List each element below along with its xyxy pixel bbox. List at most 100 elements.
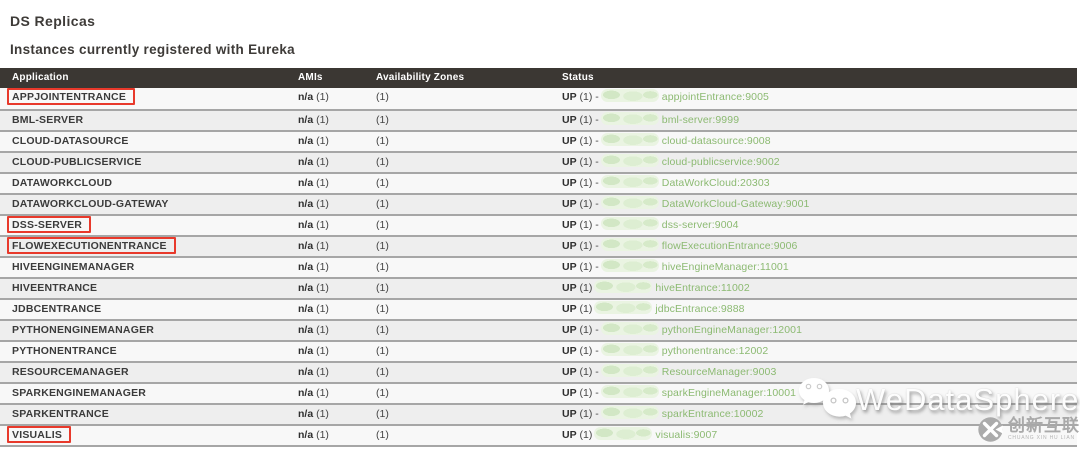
instance-link[interactable]: hiveEntrance:11002: [655, 282, 750, 294]
redacted-hostname: [600, 406, 659, 419]
app-label-wrap: DATAWORKCLOUD: [12, 174, 112, 193]
instance-link[interactable]: visualis:9007: [655, 429, 718, 441]
instance-link[interactable]: bml-server:9999: [661, 114, 740, 126]
application-cell-label: JDBCENTRANCE: [12, 303, 102, 315]
app-label-wrap: SPARKENGINEMANAGER: [12, 384, 146, 403]
status-cell: UP (1) - sparkEngineManager:10001: [554, 384, 1077, 403]
application-cell: PYTHONENTRANCE: [0, 342, 298, 361]
instance-link[interactable]: appjointEntrance:9005: [661, 91, 769, 103]
amis-bold: n/a: [298, 345, 314, 357]
status-cell: UP (1) - pythonentrance:12002: [554, 342, 1077, 361]
status-cell: UP (1) - appjointEntrance:9005: [554, 88, 1077, 109]
column-header-availability-zones: Availability Zones: [376, 72, 465, 83]
application-cell: DATAWORKCLOUD: [0, 174, 298, 193]
table-header-row: Application AMIs Availability Zones Stat…: [0, 68, 1077, 88]
application-cell: SPARKENGINEMANAGER: [0, 384, 298, 403]
redacted-hostname: [600, 385, 659, 398]
table-row: PYTHONENTRANCE n/a (1) (1) UP (1) - pytho…: [0, 340, 1077, 361]
instances-table: Application AMIs Availability Zones Stat…: [0, 68, 1077, 447]
table-row: DSS-SERVER n/a (1) (1) UP (1) - dss-serve…: [0, 214, 1077, 235]
instance-link[interactable]: cloud-publicservice:9002: [661, 156, 780, 168]
application-cell: DSS-SERVER: [0, 216, 298, 235]
application-cell: PYTHONENGINEMANAGER: [0, 321, 298, 340]
redacted-hostname: [594, 280, 653, 293]
amis-bold: n/a: [298, 135, 314, 147]
application-cell: FLOWEXECUTIONENTRANCE: [0, 237, 298, 256]
instance-link[interactable]: ResourceManager:9003: [661, 366, 777, 378]
application-cell-label: HIVEENTRANCE: [12, 282, 98, 294]
table-row: FLOWEXECUTIONENTRANCE n/a (1) (1) UP (1)…: [0, 235, 1077, 256]
instance-link[interactable]: sparkEntrance:10002: [661, 408, 764, 420]
amis-cell: n/a (1): [298, 174, 376, 193]
status-rest: (1): [576, 303, 593, 315]
amis-bold: n/a: [298, 156, 314, 168]
redacted-hostname: [600, 175, 659, 188]
instance-link[interactable]: flowExecutionEntrance:9006: [661, 240, 798, 252]
amis-count: (1): [313, 219, 329, 231]
instance-link[interactable]: pythonentrance:12002: [661, 345, 769, 357]
amis-cell: n/a (1): [298, 88, 376, 109]
status-rest: (1) -: [576, 198, 599, 210]
amis-bold: n/a: [298, 91, 314, 103]
instance-link[interactable]: cloud-datasource:9008: [661, 135, 771, 147]
zones-cell: (1): [376, 303, 389, 315]
status-rest: (1) -: [576, 114, 599, 126]
instance-link[interactable]: DataWorkCloud-Gateway:9001: [661, 198, 810, 210]
app-label-wrap: VISUALIS: [7, 426, 72, 443]
status-cell: UP (1) - ResourceManager:9003: [554, 363, 1077, 382]
table-row: DATAWORKCLOUD n/a (1) (1) UP (1) - DataWo…: [0, 172, 1077, 193]
amis-bold: n/a: [298, 429, 314, 441]
instance-link[interactable]: pythonEngineManager:12001: [661, 324, 803, 336]
app-label-wrap: DATAWORKCLOUD-GATEWAY: [12, 195, 169, 214]
instance-link[interactable]: hiveEngineManager:11001: [661, 261, 789, 273]
amis-count: (1): [313, 156, 329, 168]
status-cell: UP (1) - DataWorkCloud:20303: [554, 174, 1077, 193]
redacted-hostname: [600, 196, 659, 209]
instance-link[interactable]: jdbcEntrance:9888: [655, 303, 745, 315]
amis-cell: n/a (1): [298, 300, 376, 319]
amis-bold: n/a: [298, 177, 314, 189]
column-header-status: Status: [562, 72, 594, 83]
table-row: SPARKENTRANCE n/a (1) (1) UP (1) - sparkE…: [0, 403, 1077, 424]
zones-cell: (1): [376, 91, 389, 103]
amis-bold: n/a: [298, 219, 314, 231]
application-cell: DATAWORKCLOUD-GATEWAY: [0, 195, 298, 214]
zones-cell: (1): [376, 282, 389, 294]
table-row: PYTHONENGINEMANAGER n/a (1) (1) UP (1) -…: [0, 319, 1077, 340]
amis-bold: n/a: [298, 303, 314, 315]
instance-link[interactable]: sparkEngineManager:10001: [661, 387, 797, 399]
table-row: DATAWORKCLOUD-GATEWAY n/a (1) (1) UP (1)…: [0, 193, 1077, 214]
amis-cell: n/a (1): [298, 195, 376, 214]
amis-count: (1): [313, 324, 329, 336]
table-row: BML-SERVER n/a (1) (1) UP (1) - bml-serve…: [0, 109, 1077, 130]
instance-link[interactable]: dss-server:9004: [661, 219, 739, 231]
application-cell-label: SPARKENTRANCE: [12, 408, 109, 420]
status-up: UP: [562, 324, 577, 336]
amis-cell: n/a (1): [298, 342, 376, 361]
status-rest: (1) -: [576, 219, 599, 231]
status-rest: (1) -: [576, 156, 599, 168]
amis-bold: n/a: [298, 324, 314, 336]
app-label-wrap: RESOURCEMANAGER: [12, 363, 129, 382]
status-up: UP: [562, 219, 577, 231]
status-cell: UP (1) - hiveEngineManager:11001: [554, 258, 1077, 277]
redacted-hostname: [594, 427, 653, 440]
application-cell: HIVEENTRANCE: [0, 279, 298, 298]
amis-count: (1): [313, 303, 329, 315]
application-cell-label: FLOWEXECUTIONENTRANCE: [12, 240, 167, 252]
column-header-amis: AMIs: [298, 72, 323, 83]
status-up: UP: [562, 135, 577, 147]
zones-cell: (1): [376, 219, 389, 231]
zones-cell: (1): [376, 366, 389, 378]
amis-count: (1): [313, 261, 329, 273]
amis-cell: n/a (1): [298, 321, 376, 340]
amis-count: (1): [313, 282, 329, 294]
status-up: UP: [562, 177, 577, 189]
amis-cell: n/a (1): [298, 384, 376, 403]
status-cell: UP (1) hiveEntrance:11002: [554, 279, 1077, 298]
app-label-wrap: DSS-SERVER: [7, 216, 92, 233]
application-cell-label: APPJOINTENTRANCE: [12, 91, 127, 103]
instance-link[interactable]: DataWorkCloud:20303: [661, 177, 770, 189]
amis-count: (1): [313, 345, 329, 357]
